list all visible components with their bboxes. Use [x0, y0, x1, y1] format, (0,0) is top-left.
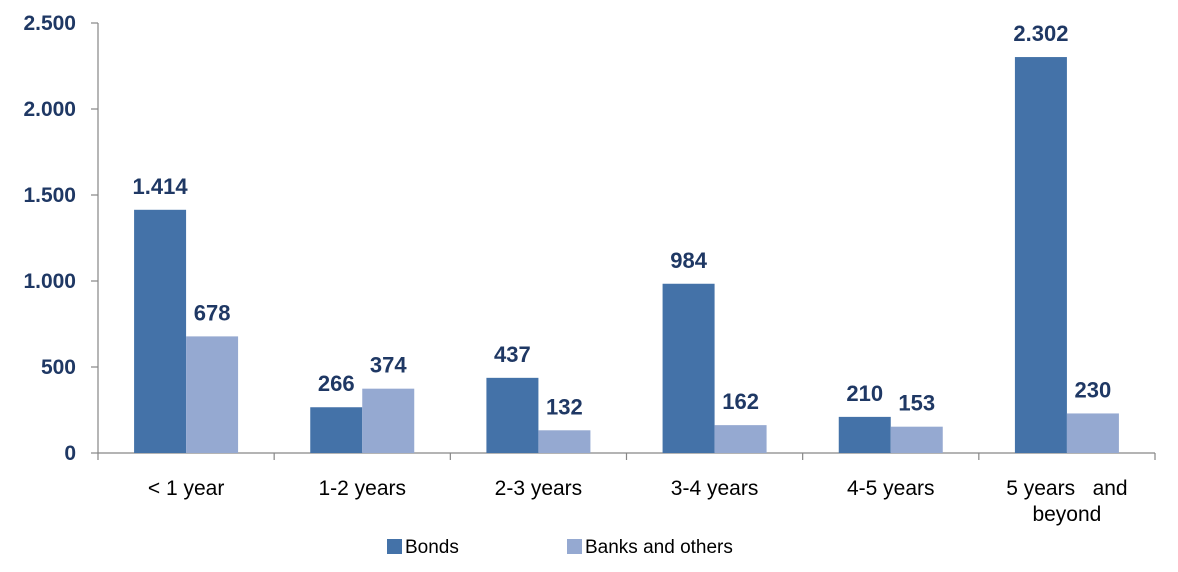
y-tick-label: 1.500 — [23, 184, 76, 207]
bar-banks-and-others — [538, 430, 591, 453]
category-label-line: 5 years and — [1006, 477, 1127, 500]
category-label-line: 4-5 years — [847, 477, 935, 500]
y-axis: 0 500 1.000 1.500 2.000 2.500 — [23, 12, 99, 465]
data-label: 437 — [494, 342, 531, 367]
bar-banks-and-others — [714, 425, 767, 453]
category-label: 3-4 years — [671, 477, 759, 500]
legend-label: Bonds — [405, 537, 459, 558]
bar-banks-and-others — [1066, 413, 1119, 453]
bar-bonds — [838, 416, 891, 453]
legend-label: Banks and others — [585, 537, 733, 558]
bar-banks-and-others — [362, 388, 415, 453]
category-label: 5 years and beyond — [1006, 477, 1127, 526]
legend-swatch-banks-and-others — [567, 539, 582, 554]
legend-swatch-bonds — [387, 539, 402, 554]
bar-banks-and-others — [890, 426, 943, 453]
bar-bonds — [1014, 57, 1067, 453]
category-label: 4-5 years — [847, 477, 935, 500]
category-label: 1-2 years — [318, 477, 406, 500]
category-label-line: 3-4 years — [671, 477, 759, 500]
data-label: 210 — [846, 381, 883, 406]
data-label: 374 — [370, 353, 407, 378]
data-label: 266 — [318, 371, 355, 396]
data-label: 162 — [722, 389, 759, 414]
category-label-line: 1-2 years — [318, 477, 406, 500]
category-label-line: < 1 year — [148, 477, 224, 500]
bars — [134, 57, 1119, 453]
bar-bonds — [486, 377, 539, 453]
data-label: 153 — [898, 391, 935, 416]
category-label-line: 2-3 years — [495, 477, 583, 500]
data-label: 984 — [670, 248, 707, 273]
data-label: 132 — [546, 394, 583, 419]
category-label-line: beyond — [1032, 503, 1101, 526]
x-axis — [97, 452, 1156, 460]
y-tick-label: 500 — [41, 356, 76, 379]
y-tick-label: 0 — [64, 442, 76, 465]
data-label: 678 — [194, 300, 231, 325]
data-label: 2.302 — [1013, 21, 1068, 46]
y-tick-label: 2.000 — [23, 98, 76, 121]
category-labels: < 1 year 1-2 years 2-3 years 3-4 years 4-5 y… — [148, 477, 1128, 526]
bar-bonds — [662, 283, 715, 453]
category-label: < 1 year — [148, 477, 224, 500]
legend: Bonds Banks and others — [387, 537, 733, 558]
bar-bonds — [310, 407, 363, 453]
bar-banks-and-others — [186, 336, 239, 453]
data-label: 1.414 — [133, 174, 189, 199]
category-label: 2-3 years — [495, 477, 583, 500]
bar-bonds — [134, 209, 187, 453]
data-labels: 1.414 678 266 374 437 132 984 162 210 153 2.302 230 — [133, 21, 1112, 419]
data-label: 230 — [1075, 377, 1112, 402]
y-tick-label: 1.000 — [23, 270, 76, 293]
y-tick-label: 2.500 — [23, 12, 76, 35]
